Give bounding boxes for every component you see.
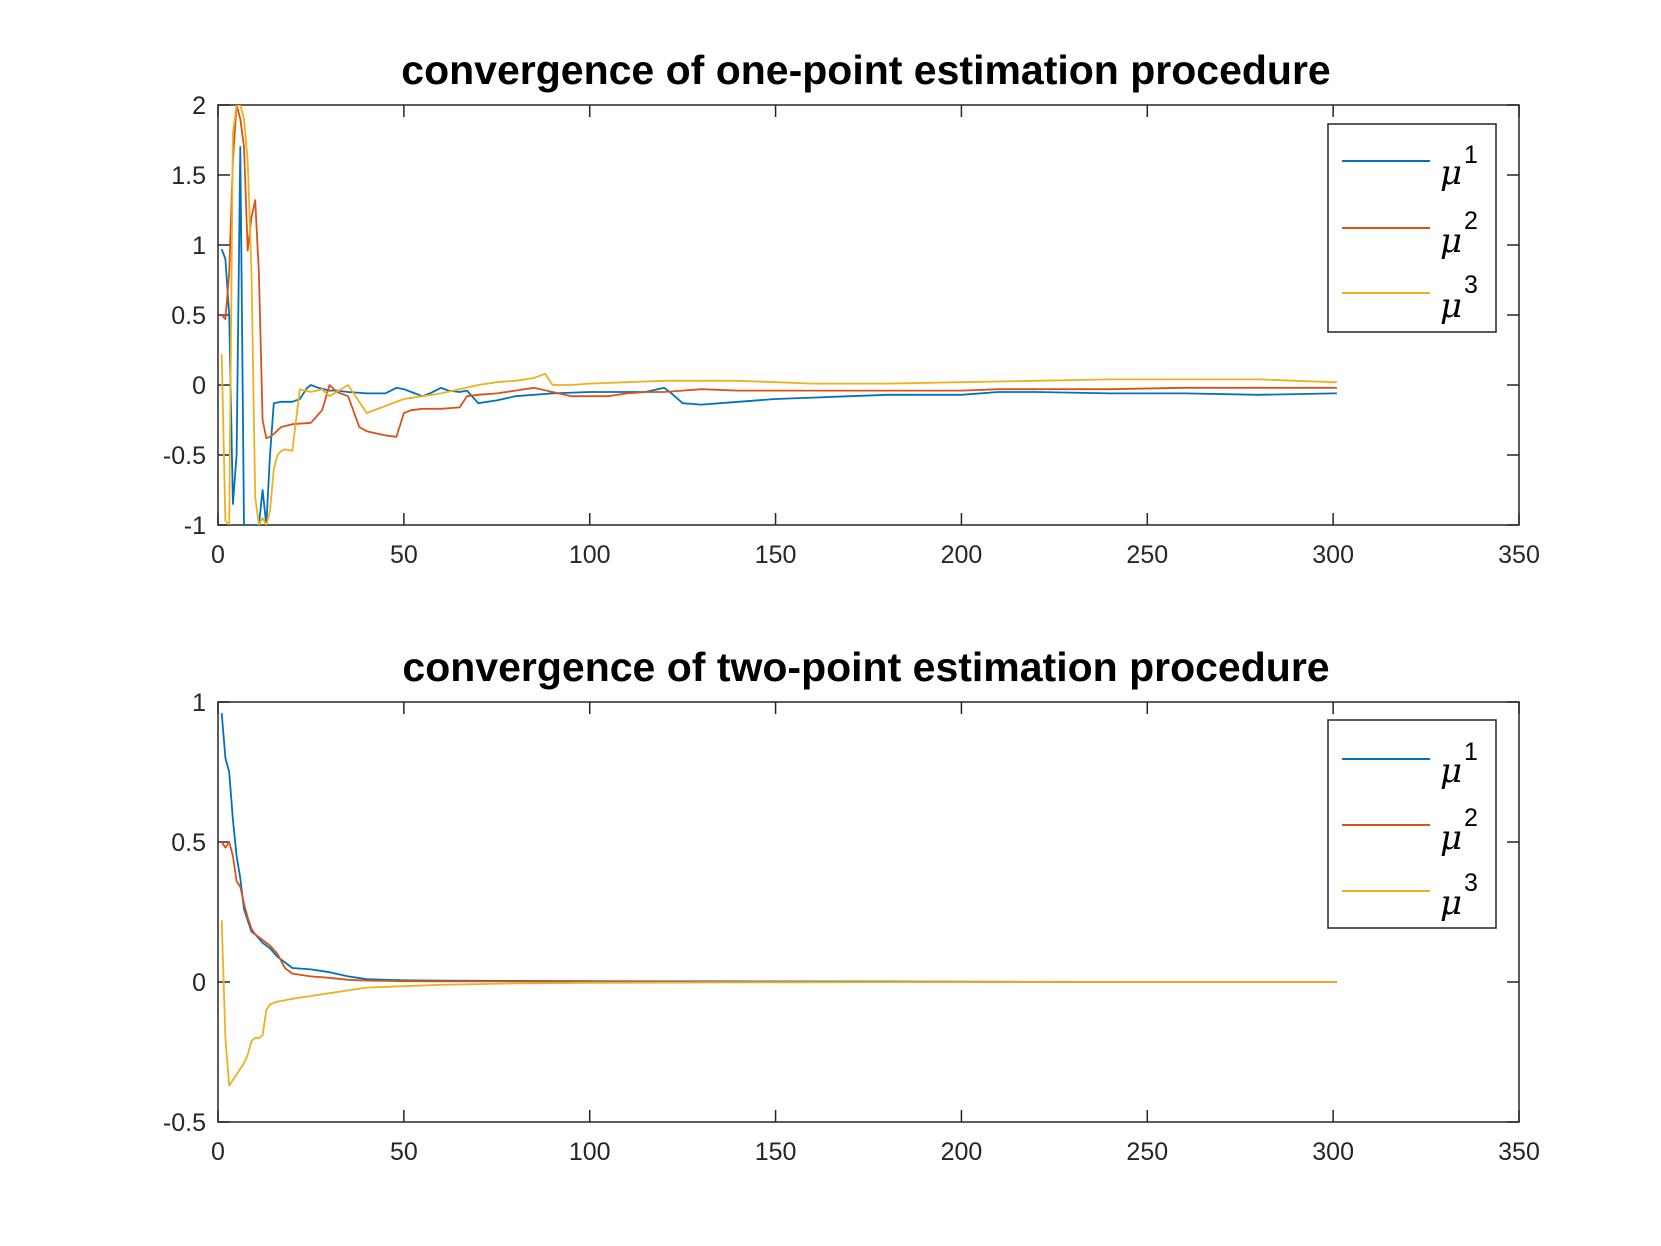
legend-1-label-mu2: μ xyxy=(1440,221,1462,261)
legend-1-sup-mu1: 1 xyxy=(1464,141,1478,169)
legend-1-item-2: μ 2 xyxy=(1342,207,1478,261)
y-tick-label: 0.5 xyxy=(171,302,206,330)
x-tick-label: 100 xyxy=(569,1138,611,1166)
x-tick-label: 50 xyxy=(390,1138,418,1166)
plot-area-1 xyxy=(217,104,1520,526)
series-line-mu2 xyxy=(221,105,1337,440)
legend-1-label-mu3: μ xyxy=(1440,286,1462,326)
legend-2-label-mu1: μ xyxy=(1440,751,1462,791)
legend-2-label-mu2: μ xyxy=(1440,818,1462,858)
legend-2-sup-mu1: 1 xyxy=(1464,738,1478,766)
legend-1-label-mu1: μ xyxy=(1440,153,1462,193)
x-tick-label: 100 xyxy=(569,541,611,569)
legend-2-label-mu3: μ xyxy=(1440,883,1462,923)
y-tick-label: 1 xyxy=(192,689,206,717)
y-tick-label: -0.5 xyxy=(163,1109,206,1137)
plot-area-2 xyxy=(217,701,1520,1123)
x-tick-label: 350 xyxy=(1498,1138,1540,1166)
x-tick-label: 150 xyxy=(755,1138,797,1166)
series-line-mu3 xyxy=(220,105,1337,525)
x-tick-label: 150 xyxy=(755,541,797,569)
x-tick-label: 0 xyxy=(211,1138,225,1166)
x-tick-label: 300 xyxy=(1312,541,1354,569)
chart-1-title: convergence of one-point estimation proc… xyxy=(401,47,1330,93)
legend-2-item-3: μ 3 xyxy=(1342,869,1478,923)
x-tick-label: 50 xyxy=(390,541,418,569)
legend-2-sup-mu3: 3 xyxy=(1464,869,1478,897)
x-tick-label: 300 xyxy=(1312,1138,1354,1166)
legend-2: μ 1 μ 2 μ 3 xyxy=(1327,719,1497,929)
y-tick-label: 1.5 xyxy=(171,162,206,190)
x-tick-label: 200 xyxy=(941,1138,983,1166)
series-group-2 xyxy=(220,713,1337,1087)
legend-1: μ 1 μ 2 μ 3 xyxy=(1327,123,1497,333)
y-tick-label: -1 xyxy=(184,512,206,540)
x-axis-2: 0 50 100 150 200 250 300 350 xyxy=(211,702,1540,1166)
x-tick-label: 0 xyxy=(211,541,225,569)
chart-panel-2: convergence of two-point estimation proc… xyxy=(163,644,1540,1166)
y-tick-label: -0.5 xyxy=(163,442,206,470)
y-tick-label: 1 xyxy=(192,232,206,260)
x-tick-label: 250 xyxy=(1126,1138,1168,1166)
x-axis-1: 0 50 100 150 200 250 300 350 xyxy=(211,105,1540,569)
legend-2-item-2: μ 2 xyxy=(1342,804,1478,858)
y-tick-label: 2 xyxy=(192,92,206,120)
y-tick-label: 0.5 xyxy=(171,829,206,857)
legend-2-item-1: μ 1 xyxy=(1342,738,1478,791)
x-tick-label: 350 xyxy=(1498,541,1540,569)
y-axis-1: -1 -0.5 0 0.5 1 1.5 2 xyxy=(163,92,1519,540)
x-tick-label: 200 xyxy=(941,541,983,569)
chart-2-title: convergence of two-point estimation proc… xyxy=(402,644,1329,690)
series-line-mu3 xyxy=(220,920,1337,1087)
legend-1-item-3: μ 3 xyxy=(1342,271,1478,326)
legend-2-sup-mu2: 2 xyxy=(1464,804,1478,832)
x-tick-label: 250 xyxy=(1126,541,1168,569)
y-tick-label: 0 xyxy=(192,969,206,997)
y-axis-2: -0.5 0 0.5 1 xyxy=(163,689,1519,1137)
y-tick-label: 0 xyxy=(192,372,206,400)
legend-1-sup-mu2: 2 xyxy=(1464,207,1478,235)
series-group-1 xyxy=(220,105,1337,525)
chart-panel-1: convergence of one-point estimation proc… xyxy=(163,47,1540,569)
legend-1-item-1: μ 1 xyxy=(1342,141,1478,193)
legend-1-sup-mu3: 3 xyxy=(1464,271,1478,299)
